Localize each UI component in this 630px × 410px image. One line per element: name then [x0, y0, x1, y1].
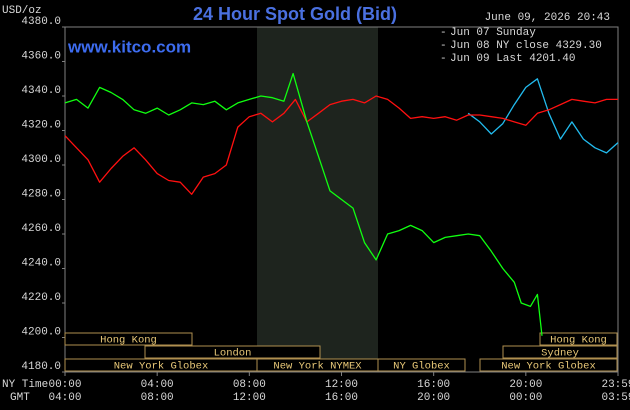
y-tick-label: 4240.0 [21, 257, 61, 269]
legend-marker: - [440, 27, 447, 39]
y-tick-label: 4380.0 [21, 16, 61, 28]
y-tick-label: 4320.0 [21, 119, 61, 131]
session-box [377, 358, 466, 372]
x2-tick-label: 04:00 [48, 392, 81, 404]
y-tick-label: 4200.0 [21, 326, 61, 338]
y-tick-label: 4340.0 [21, 85, 61, 97]
x2-tick-label: 12:00 [233, 392, 266, 404]
x-tick-label: 00:00 [48, 379, 81, 391]
price-line [64, 72, 543, 336]
session-label: NY Globex [393, 360, 450, 372]
legend-entry: Jun 07 Sunday [450, 27, 536, 39]
x2-axis-label: GMT [10, 392, 30, 404]
x2-tick-label: 03:59 [601, 392, 630, 404]
legend-marker: - [440, 53, 447, 65]
session-box [539, 332, 618, 346]
session-label: New York NYMEX [273, 360, 362, 372]
y-tick-label: 4220.0 [21, 292, 61, 304]
x-tick-label: 23:59 [601, 379, 630, 391]
x2-tick-label: 00:00 [509, 392, 542, 404]
timestamp: June 09, 2026 20:43 [485, 12, 610, 24]
watermark: www.kitco.com [67, 37, 191, 56]
session-label: London [214, 347, 252, 359]
x2-tick-label: 08:00 [141, 392, 174, 404]
session-label: New York Globex [501, 360, 596, 372]
y-axis-label: USD/oz [2, 5, 42, 17]
session-box [479, 358, 618, 372]
y-tick-label: 4180.0 [21, 361, 61, 373]
y-tick-label: 4260.0 [21, 223, 61, 235]
x2-tick-label: 20:00 [417, 392, 450, 404]
session-box [502, 345, 618, 359]
x-tick-label: 20:00 [509, 379, 542, 391]
x-tick-label: 04:00 [141, 379, 174, 391]
session-box [144, 345, 321, 359]
price-line [467, 78, 619, 154]
x-tick-label: 16:00 [417, 379, 450, 391]
session-label: Sydney [541, 347, 579, 359]
legend-entry: Jun 08 NY close 4329.30 [450, 40, 602, 52]
y-tick-label: 4280.0 [21, 188, 61, 200]
session-box [64, 332, 193, 346]
price-line [64, 95, 618, 195]
legend-marker: - [440, 40, 447, 52]
chart-title: 24 Hour Spot Gold (Bid) [193, 4, 397, 24]
y-tick-label: 4360.0 [21, 50, 61, 62]
nymex-shade [257, 27, 378, 372]
x2-tick-label: 16:00 [325, 392, 358, 404]
x-tick-label: 08:00 [233, 379, 266, 391]
session-label: New York Globex [114, 360, 209, 372]
y-tick-label: 4300.0 [21, 154, 61, 166]
session-label: Hong Kong [550, 334, 607, 346]
x-tick-label: 12:00 [325, 379, 358, 391]
x-axis-label: NY Time [2, 379, 48, 391]
session-label: Hong Kong [100, 334, 157, 346]
legend-entry: Jun 09 Last 4201.40 [450, 53, 575, 65]
